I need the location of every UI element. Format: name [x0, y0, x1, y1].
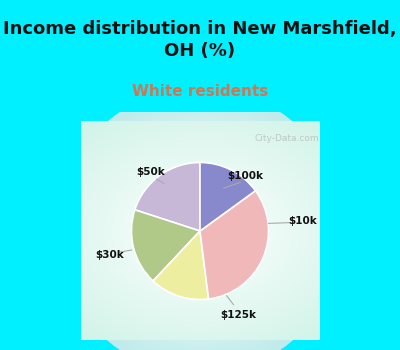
Circle shape	[173, 204, 227, 258]
Circle shape	[198, 229, 202, 233]
Circle shape	[178, 209, 222, 253]
Circle shape	[110, 141, 290, 321]
Circle shape	[108, 139, 292, 323]
Circle shape	[181, 212, 219, 250]
Circle shape	[86, 117, 314, 345]
Circle shape	[130, 161, 270, 301]
Circle shape	[89, 120, 311, 342]
Circle shape	[91, 122, 309, 340]
Circle shape	[120, 151, 280, 311]
Circle shape	[161, 192, 239, 270]
Circle shape	[106, 136, 294, 326]
Circle shape	[171, 202, 229, 260]
Circle shape	[190, 221, 210, 241]
Text: $30k: $30k	[95, 250, 124, 260]
Circle shape	[152, 183, 248, 279]
Circle shape	[101, 132, 299, 330]
Circle shape	[166, 197, 234, 265]
Text: $100k: $100k	[228, 171, 264, 181]
Circle shape	[74, 105, 326, 350]
Text: $10k: $10k	[288, 217, 317, 226]
Circle shape	[60, 91, 340, 350]
Circle shape	[164, 195, 236, 267]
Circle shape	[193, 224, 207, 238]
Text: Income distribution in New Marshfield,
OH (%): Income distribution in New Marshfield, O…	[3, 20, 397, 60]
Circle shape	[127, 159, 273, 303]
Circle shape	[183, 214, 217, 248]
Wedge shape	[135, 162, 200, 231]
Circle shape	[142, 173, 258, 289]
Circle shape	[84, 115, 316, 347]
Circle shape	[79, 110, 321, 350]
Text: $50k: $50k	[136, 167, 165, 177]
Circle shape	[76, 107, 324, 350]
Circle shape	[115, 146, 285, 316]
Circle shape	[125, 156, 275, 306]
Circle shape	[122, 154, 278, 308]
Circle shape	[98, 130, 302, 332]
Circle shape	[118, 149, 282, 313]
Circle shape	[82, 112, 318, 350]
Circle shape	[69, 100, 331, 350]
Circle shape	[132, 163, 268, 299]
Circle shape	[188, 219, 212, 243]
Circle shape	[144, 175, 256, 287]
Wedge shape	[153, 231, 208, 300]
Text: $125k: $125k	[220, 310, 256, 320]
Circle shape	[135, 166, 265, 296]
Wedge shape	[132, 210, 200, 281]
Circle shape	[103, 134, 297, 328]
Wedge shape	[200, 162, 256, 231]
Circle shape	[57, 88, 343, 350]
Circle shape	[72, 103, 328, 350]
Circle shape	[62, 93, 338, 350]
Circle shape	[149, 180, 251, 282]
Circle shape	[195, 226, 205, 236]
Circle shape	[186, 217, 214, 245]
Circle shape	[147, 178, 253, 284]
Circle shape	[154, 185, 246, 277]
Circle shape	[67, 98, 333, 350]
Circle shape	[159, 190, 241, 272]
Circle shape	[168, 199, 232, 262]
Circle shape	[96, 127, 304, 335]
Circle shape	[156, 188, 244, 274]
Text: White residents: White residents	[132, 84, 268, 99]
Wedge shape	[200, 191, 268, 299]
Circle shape	[140, 170, 260, 292]
Circle shape	[113, 144, 287, 318]
Circle shape	[137, 168, 263, 294]
Circle shape	[176, 207, 224, 255]
Circle shape	[94, 125, 306, 337]
Text: City-Data.com: City-Data.com	[255, 134, 319, 142]
Circle shape	[64, 96, 336, 350]
